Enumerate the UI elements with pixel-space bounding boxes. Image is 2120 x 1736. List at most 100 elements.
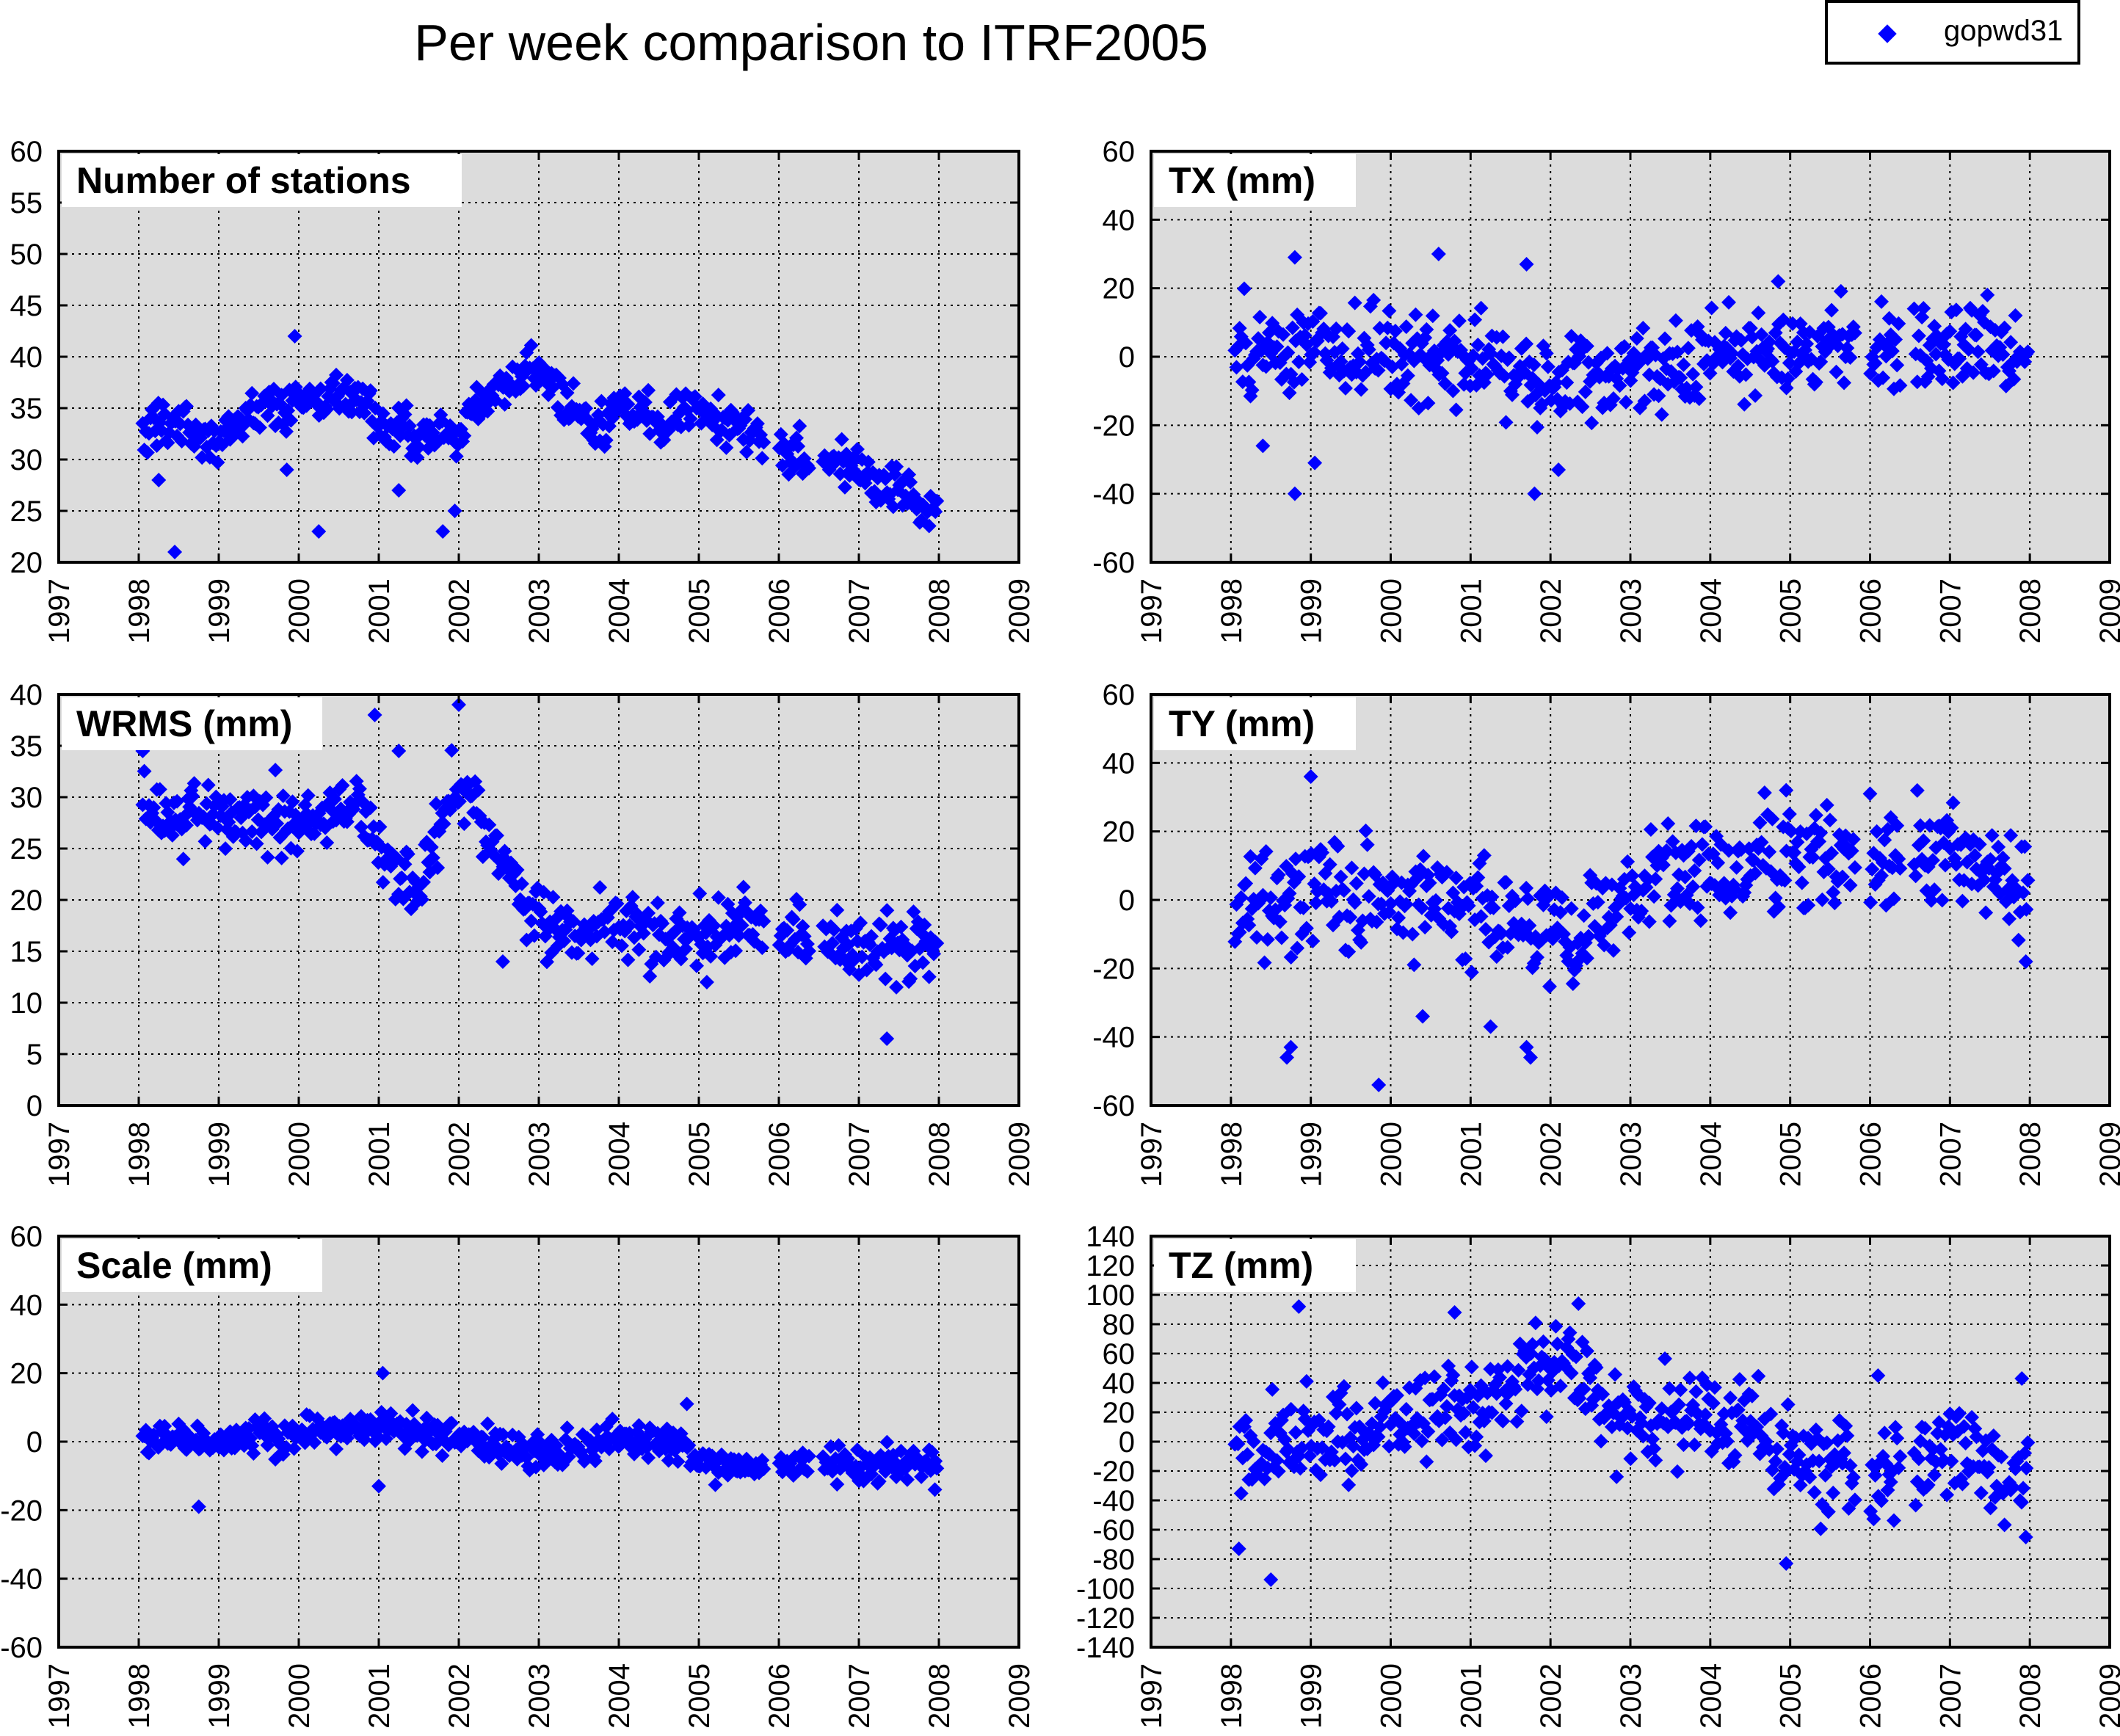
panel-title-box	[62, 1239, 322, 1292]
data-point	[1337, 1451, 1353, 1467]
data-point	[1299, 920, 1314, 936]
data-point	[1838, 1418, 1854, 1434]
data-point	[449, 448, 464, 464]
x-tick-label: 2002	[1535, 1122, 1567, 1187]
y-tick-label: -40	[1092, 1022, 1135, 1054]
data-point	[1303, 769, 1318, 784]
data-point	[1609, 1469, 1625, 1484]
data-point	[416, 874, 432, 890]
data-point	[1505, 387, 1520, 402]
x-tick-label: 2001	[363, 578, 396, 644]
data-point	[523, 338, 539, 353]
data-point	[1671, 1397, 1687, 1412]
x-tick-label: 1999	[1296, 1663, 1328, 1729]
data-point	[1422, 875, 1437, 890]
data-point	[1476, 848, 1492, 863]
panel-2: TX (mm) -60 -40 -20 0 20 40 60 1997 1998 1999 2000 2…	[1092, 136, 2120, 644]
data-point	[2019, 1461, 2034, 1476]
x-tick-label: 1999	[1296, 1122, 1328, 1187]
data-point	[1484, 1405, 1500, 1420]
data-point	[482, 817, 497, 832]
panel-title: TY (mm)	[1169, 703, 1315, 744]
data-point	[279, 462, 294, 477]
data-point	[1641, 914, 1657, 929]
x-tick-label: 2005	[1775, 578, 1807, 644]
data-point	[1782, 807, 1797, 822]
data-point	[802, 460, 817, 476]
data-point	[1525, 1337, 1540, 1352]
data-point	[802, 1448, 817, 1464]
data-point	[1608, 1367, 1623, 1382]
data-point	[1581, 929, 1597, 944]
data-point	[878, 971, 893, 987]
data-point	[1429, 893, 1444, 908]
data-point	[1352, 354, 1368, 369]
data-point	[313, 381, 328, 396]
data-point	[1500, 940, 1515, 955]
data-point	[868, 957, 884, 973]
data-point	[1252, 309, 1268, 324]
data-point	[1551, 462, 1567, 477]
data-point	[1508, 893, 1523, 909]
data-point	[1843, 878, 1858, 893]
data-point	[1948, 302, 1964, 318]
data-point	[1668, 313, 1683, 328]
data-point	[137, 763, 152, 779]
data-point	[1405, 926, 1420, 942]
data-point	[1973, 1485, 1989, 1500]
data-point	[1680, 1416, 1696, 1431]
y-tick-label: 35	[10, 393, 43, 425]
data-point	[1634, 904, 1649, 919]
data-point	[655, 916, 670, 931]
data-point	[1757, 785, 1772, 800]
data-point	[1337, 380, 1353, 396]
data-point	[1723, 905, 1738, 920]
data-point	[1308, 895, 1324, 910]
data-point	[300, 788, 316, 803]
data-point	[1636, 321, 1651, 336]
data-point	[399, 398, 414, 413]
data-point	[1883, 1474, 1898, 1489]
data-point	[1498, 1396, 1514, 1412]
data-point	[587, 1453, 603, 1469]
data-point	[831, 1438, 846, 1453]
data-point	[692, 886, 708, 901]
y-tick-label: -20	[1092, 1456, 1135, 1488]
data-point	[1748, 865, 1763, 881]
data-point	[1548, 375, 1564, 391]
panel-6: TZ (mm) -140-120-100-80-60-40-20020406080…	[1076, 1221, 2120, 1729]
data-point	[352, 781, 367, 796]
data-point	[703, 948, 719, 964]
data-point	[246, 1445, 261, 1461]
data-point	[1497, 368, 1512, 384]
data-point	[471, 782, 486, 798]
data-point	[210, 454, 225, 470]
data-point	[1436, 1381, 1451, 1397]
data-point	[414, 892, 429, 907]
data-point	[1975, 303, 1990, 319]
data-point	[1426, 1369, 1442, 1384]
data-point	[1933, 1442, 1948, 1457]
data-point	[903, 971, 918, 987]
data-point	[1687, 1437, 1702, 1453]
data-point	[151, 473, 167, 487]
panel-3: WRMS (mm) 0 5 10 15 20 25 30 35 40 1997 1998 1999 200…	[10, 679, 1037, 1187]
data-point	[1645, 1431, 1660, 1447]
data-point	[1492, 1370, 1508, 1385]
data-point	[741, 403, 756, 418]
data-point	[1329, 321, 1344, 336]
data-point	[1324, 893, 1339, 909]
data-point	[1415, 1009, 1431, 1024]
data-point	[1913, 818, 1928, 833]
data-point	[1243, 849, 1258, 864]
y-tick-label: 35	[10, 730, 43, 763]
x-tick-label: 2005	[1775, 1663, 1807, 1729]
y-tick-label: 60	[10, 1221, 43, 1253]
data-point	[927, 1482, 943, 1497]
data-point	[1285, 320, 1300, 335]
data-point	[791, 439, 806, 454]
data-point	[1718, 325, 1733, 341]
data-point	[1307, 455, 1323, 471]
y-tick-label: -20	[0, 1495, 43, 1527]
data-point	[1313, 1467, 1328, 1483]
